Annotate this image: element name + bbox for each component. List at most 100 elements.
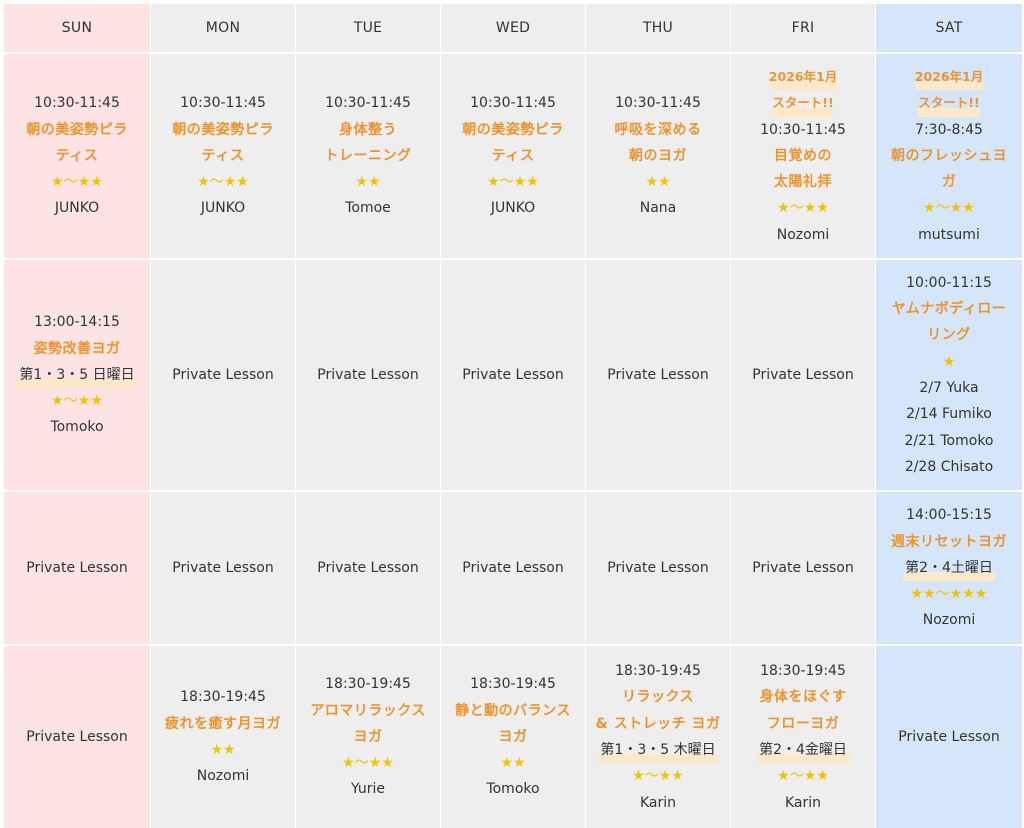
class-title: 太陽礼拝 bbox=[774, 174, 832, 191]
instructor-name: Nozomi bbox=[776, 226, 830, 243]
class-time: 13:00-14:15 bbox=[34, 314, 120, 331]
class-cell-sun-midday[interactable]: 13:00-14:15 姿勢改善ヨガ 第1・3・5 日曜日 ★〜★★ Tomok… bbox=[4, 260, 150, 490]
class-time: 18:30-19:45 bbox=[325, 676, 411, 693]
class-title: 疲れを癒す月ヨガ bbox=[165, 715, 281, 732]
new-class-note: スタート!! bbox=[918, 90, 980, 117]
week-schedule: 第2・4土曜日 bbox=[903, 554, 995, 582]
class-cell-thu-morning[interactable]: 10:30-11:45 呼吸を深める 朝のヨガ ★★ Nana bbox=[586, 54, 730, 258]
day-label: TUE bbox=[353, 19, 383, 36]
class-title: 朝の美姿勢ピラ bbox=[26, 121, 128, 138]
class-time: 10:30-11:45 bbox=[34, 95, 120, 112]
private-lesson-label: Private Lesson bbox=[462, 366, 564, 383]
class-time: 18:30-19:45 bbox=[760, 663, 846, 680]
class-cell-tue-evening[interactable]: 18:30-19:45 アロマリラックス ヨガ ★〜★★ Yurie bbox=[296, 646, 440, 828]
private-lesson-cell[interactable]: Private Lesson bbox=[296, 492, 440, 644]
class-cell-tue-morning[interactable]: 10:30-11:45 身体整う トレーニング ★★ Tomoe bbox=[296, 54, 440, 258]
private-lesson-cell[interactable]: Private Lesson bbox=[4, 492, 150, 644]
class-title: 朝のフレッシュヨ bbox=[891, 147, 1007, 164]
class-title: ティス bbox=[55, 147, 99, 164]
class-title: ヨガ bbox=[498, 728, 528, 745]
private-lesson-label: Private Lesson bbox=[898, 728, 1000, 745]
private-lesson-label: Private Lesson bbox=[317, 559, 419, 576]
class-title: & ストレッチ ヨガ bbox=[595, 715, 721, 732]
instructor-schedule-item: 2/14 Fumiko bbox=[906, 406, 992, 423]
class-time: 10:30-11:45 bbox=[180, 95, 266, 112]
header-saturday: SAT bbox=[876, 4, 1022, 52]
private-lesson-cell[interactable]: Private Lesson bbox=[731, 260, 875, 490]
class-title: リング bbox=[927, 327, 971, 344]
private-lesson-label: Private Lesson bbox=[607, 366, 709, 383]
class-title: 静と動のバランス bbox=[455, 702, 571, 719]
instructor-name: Nozomi bbox=[922, 612, 976, 629]
class-title: 朝のヨガ bbox=[629, 147, 687, 164]
day-label: WED bbox=[495, 19, 531, 36]
class-title: アロマリラックス bbox=[310, 702, 426, 719]
private-lesson-cell[interactable]: Private Lesson bbox=[441, 260, 585, 490]
private-lesson-label: Private Lesson bbox=[752, 559, 854, 576]
header-thursday: THU bbox=[586, 4, 730, 52]
private-lesson-cell[interactable]: Private Lesson bbox=[586, 492, 730, 644]
header-sunday: SUN bbox=[4, 4, 150, 52]
instructor-name: Tomoe bbox=[345, 200, 391, 217]
class-time: 10:00-11:15 bbox=[906, 274, 992, 291]
class-cell-wed-evening[interactable]: 18:30-19:45 静と動のバランス ヨガ ★★ Tomoko bbox=[441, 646, 585, 828]
day-label: SUN bbox=[61, 19, 93, 36]
private-lesson-cell[interactable]: Private Lesson bbox=[151, 492, 295, 644]
class-title: ガ bbox=[941, 174, 957, 191]
private-lesson-cell[interactable]: Private Lesson bbox=[296, 260, 440, 490]
class-title: 姿勢改善ヨガ bbox=[33, 340, 121, 357]
private-lesson-label: Private Lesson bbox=[462, 559, 564, 576]
private-lesson-cell[interactable]: Private Lesson bbox=[586, 260, 730, 490]
class-title: 週末リセットヨガ bbox=[891, 533, 1007, 550]
level-stars: ★★ bbox=[500, 755, 526, 772]
class-cell-sat-morning[interactable]: 2026年1月 スタート!! 7:30-8:45 朝のフレッシュヨ ガ ★〜★★… bbox=[876, 54, 1022, 258]
instructor-name: JUNKO bbox=[490, 200, 536, 217]
class-cell-sat-midday[interactable]: 10:00-11:15 ヤムナボディロー リング ★ 2/7 Yuka 2/14… bbox=[876, 260, 1022, 490]
class-cell-thu-evening[interactable]: 18:30-19:45 リラックス & ストレッチ ヨガ 第1・3・5 木曜日 … bbox=[586, 646, 730, 828]
header-monday: MON bbox=[151, 4, 295, 52]
class-title: トレーニング bbox=[324, 147, 412, 164]
header-tuesday: TUE bbox=[296, 4, 440, 52]
instructor-name: mutsumi bbox=[918, 226, 980, 243]
level-stars: ★〜★★ bbox=[923, 200, 975, 217]
instructor-schedule-item: 2/7 Yuka bbox=[919, 380, 979, 396]
level-stars: ★〜★★ bbox=[197, 174, 249, 191]
instructor-name: Yurie bbox=[350, 781, 386, 798]
class-title: 身体整う bbox=[339, 121, 397, 138]
class-cell-sun-morning[interactable]: 10:30-11:45 朝の美姿勢ピラ ティス ★〜★★ JUNKO bbox=[4, 54, 150, 258]
class-cell-sat-afternoon[interactable]: 14:00-15:15 週末リセットヨガ 第2・4土曜日 ★★〜★★★ Nozo… bbox=[876, 492, 1022, 644]
day-label: MON bbox=[205, 19, 241, 36]
class-cell-mon-morning[interactable]: 10:30-11:45 朝の美姿勢ピラ ティス ★〜★★ JUNKO bbox=[151, 54, 295, 258]
private-lesson-cell[interactable]: Private Lesson bbox=[876, 646, 1022, 828]
class-title: ヤムナボディロー bbox=[891, 301, 1007, 318]
class-cell-mon-evening[interactable]: 18:30-19:45 疲れを癒す月ヨガ ★★ Nozomi bbox=[151, 646, 295, 828]
class-title: 身体をほぐす bbox=[759, 689, 847, 706]
new-class-note: 2026年1月 bbox=[914, 63, 984, 91]
class-time: 10:30-11:45 bbox=[325, 95, 411, 112]
class-title: 朝の美姿勢ピラ bbox=[172, 121, 274, 138]
class-cell-wed-morning[interactable]: 10:30-11:45 朝の美姿勢ピラ ティス ★〜★★ JUNKO bbox=[441, 54, 585, 258]
day-label: FRI bbox=[791, 19, 815, 36]
class-title: リラックス bbox=[621, 689, 695, 706]
private-lesson-cell[interactable]: Private Lesson bbox=[151, 260, 295, 490]
private-lesson-label: Private Lesson bbox=[752, 366, 854, 383]
class-title: ティス bbox=[201, 147, 245, 164]
private-lesson-cell[interactable]: Private Lesson bbox=[441, 492, 585, 644]
level-stars: ★★ bbox=[645, 174, 671, 191]
level-stars: ★〜★★ bbox=[777, 200, 829, 217]
week-schedule: 第2・4金曜日 bbox=[757, 737, 849, 764]
new-class-note: スタート!! bbox=[772, 90, 834, 117]
private-lesson-cell[interactable]: Private Lesson bbox=[4, 646, 150, 828]
class-time: 18:30-19:45 bbox=[180, 689, 266, 706]
private-lesson-cell[interactable]: Private Lesson bbox=[731, 492, 875, 644]
class-time: 10:30-11:45 bbox=[760, 121, 846, 138]
class-cell-fri-evening[interactable]: 18:30-19:45 身体をほぐす フローヨガ 第2・4金曜日 ★〜★★ Ka… bbox=[731, 646, 875, 828]
level-stars: ★ bbox=[942, 353, 956, 370]
level-stars: ★〜★★ bbox=[777, 768, 829, 785]
class-title: 呼吸を深める bbox=[614, 121, 702, 138]
instructor-name: Tomoko bbox=[50, 419, 104, 436]
day-label: SAT bbox=[935, 19, 963, 36]
class-cell-fri-morning[interactable]: 2026年1月 スタート!! 10:30-11:45 目覚めの 太陽礼拝 ★〜★… bbox=[731, 54, 875, 258]
instructor-name: Nozomi bbox=[196, 768, 250, 785]
instructor-name: Karin bbox=[639, 794, 677, 811]
